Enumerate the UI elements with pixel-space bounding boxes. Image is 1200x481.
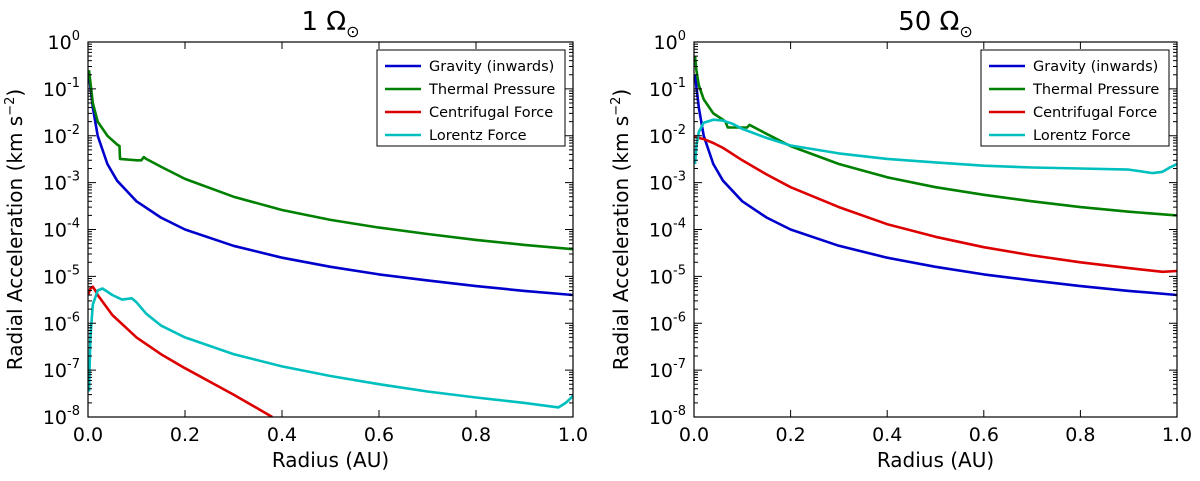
y-tick-label: 10-8 — [649, 404, 686, 429]
series-line-1 — [694, 74, 1177, 297]
x-axis-label: Radius (AU) — [272, 448, 389, 472]
series-line-2 — [694, 55, 1177, 217]
chart-title: 1 Ω⊙ — [301, 7, 359, 41]
x-tick-label: 0.2 — [775, 424, 805, 446]
x-tick-label: 0.4 — [872, 424, 902, 446]
y-tick-label: 100 — [654, 29, 686, 54]
y-tick-label: 10-1 — [649, 76, 686, 101]
x-tick-label: 0.0 — [73, 424, 103, 446]
x-tick-label: 0.4 — [267, 424, 297, 446]
legend-label: Lorentz Force — [429, 128, 527, 144]
y-tick-label: 10-6 — [649, 310, 686, 335]
series-line-1 — [88, 74, 573, 297]
x-tick-label: 0.6 — [364, 424, 394, 446]
legend-label: Gravity (inwards) — [1033, 59, 1158, 75]
chart-title: 50 Ω⊙ — [898, 7, 973, 41]
y-tick-label: 10-7 — [43, 357, 80, 382]
y-tick-label: 10-3 — [649, 170, 686, 195]
legend-label: Centrifugal Force — [1033, 105, 1157, 121]
y-tick-label: 10-3 — [43, 170, 80, 195]
y-tick-label: 10-4 — [649, 217, 686, 242]
x-tick-label: 0.8 — [461, 424, 491, 446]
x-tick-label: 0.6 — [969, 424, 999, 446]
legend-label: Gravity (inwards) — [429, 59, 554, 75]
series-line-4 — [694, 118, 1177, 175]
x-tick-label: 1.0 — [1162, 424, 1192, 446]
series-line-3 — [694, 134, 1177, 274]
y-tick-label: 10-1 — [43, 76, 80, 101]
legend-label: Lorentz Force — [1033, 128, 1131, 144]
y-tick-label: 10-4 — [43, 217, 80, 242]
legend-label: Centrifugal Force — [429, 105, 553, 121]
y-tick-label: 10-5 — [43, 263, 80, 288]
y-tick-label: 100 — [48, 29, 80, 54]
legend: Gravity (inwards) Thermal Pressure Centrif… — [376, 49, 566, 147]
y-axis-label: Radial Acceleration (km s−2) — [3, 89, 27, 370]
x-axis-label: Radius (AU) — [877, 448, 994, 472]
y-axis-label: Radial Acceleration (km s−2) — [609, 89, 633, 370]
y-tick-label: 10-7 — [649, 357, 686, 382]
y-tick-label: 10-2 — [43, 123, 80, 148]
series-line-2 — [88, 70, 573, 251]
x-tick-label: 0.8 — [1065, 424, 1095, 446]
x-tick-label: 0.0 — [679, 424, 709, 446]
y-tick-label: 10-6 — [43, 310, 80, 335]
series-group — [694, 55, 1177, 297]
y-tick-label: 10-2 — [649, 123, 686, 148]
legend-label: Thermal Pressure — [1032, 82, 1159, 98]
series-line-3 — [88, 285, 273, 417]
series-line-4 — [88, 287, 573, 409]
chart-panel-2: 50 Ω⊙ 0.0 0.2 0.4 0.6 0.8 1.0 100 10-1 10-2 10-3 10… — [609, 7, 1192, 472]
series-group — [88, 70, 573, 417]
x-tick-label: 1.0 — [558, 424, 588, 446]
chart-panel-1: 1 Ω⊙ 0.0 0.2 0.4 0.6 0.8 1.0 100 10-1 10-2 10-3 10-… — [3, 7, 588, 472]
x-tick-label: 0.2 — [170, 424, 200, 446]
y-tick-label: 10-8 — [43, 404, 80, 429]
y-tick-label: 10-5 — [649, 263, 686, 288]
legend-label: Thermal Pressure — [428, 82, 555, 98]
legend: Gravity (inwards) Thermal Pressure Centrif… — [980, 49, 1170, 147]
